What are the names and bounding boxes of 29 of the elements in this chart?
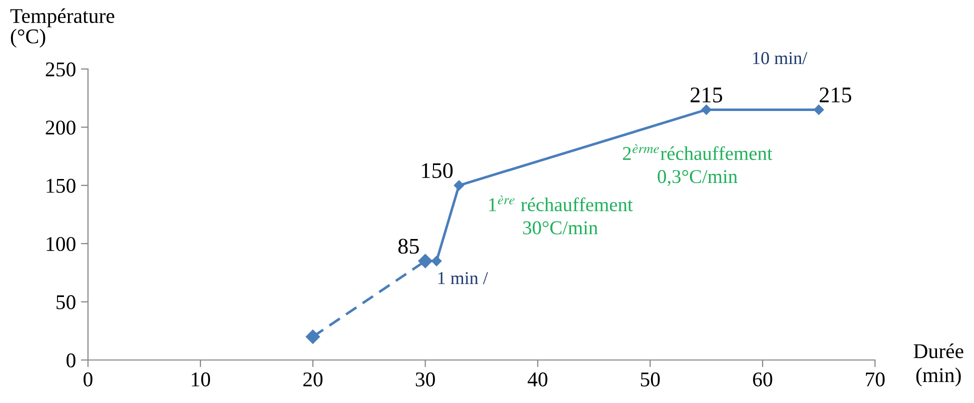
data-label: 150 [422,163,453,178]
y-tick-label: 250 [46,62,76,76]
annotation: 2$^{èrme}$réchauffement 0,3°C/min [622,144,772,186]
data-label: 85 [398,238,419,254]
x-tick-label: 30 [416,372,435,386]
x-axis-title: Durée (min) [914,344,964,386]
data-label: 215 [820,88,852,102]
x-tick-label: 0 [84,372,92,386]
annotation: 1 min / [438,272,488,284]
y-tick-label: 0 [66,353,76,368]
point [814,104,824,115]
y-axis-title: Température (°C) [10,8,114,48]
y-tick-label: 200 [46,120,76,135]
y-tick-label: 100 [46,236,76,252]
x-tick-label: 40 [528,372,548,386]
point [431,256,442,266]
point [306,330,320,344]
point [701,104,712,115]
annotation: 1$^{ère}$ réchauffement 30°C/min [489,195,633,234]
x-tick-label: 60 [753,372,772,386]
data-label: 215 [690,88,722,102]
x-tick-label: 10 [192,372,210,386]
x-tick-label: 70 [866,372,885,386]
point [454,180,464,191]
y-tick-label: 150 [46,178,76,193]
text: 10 min/ [753,52,808,64]
x-tick-label: 50 [640,372,660,386]
x-tick-label: 20 [303,372,322,386]
y-tick-label: 50 [56,295,76,310]
